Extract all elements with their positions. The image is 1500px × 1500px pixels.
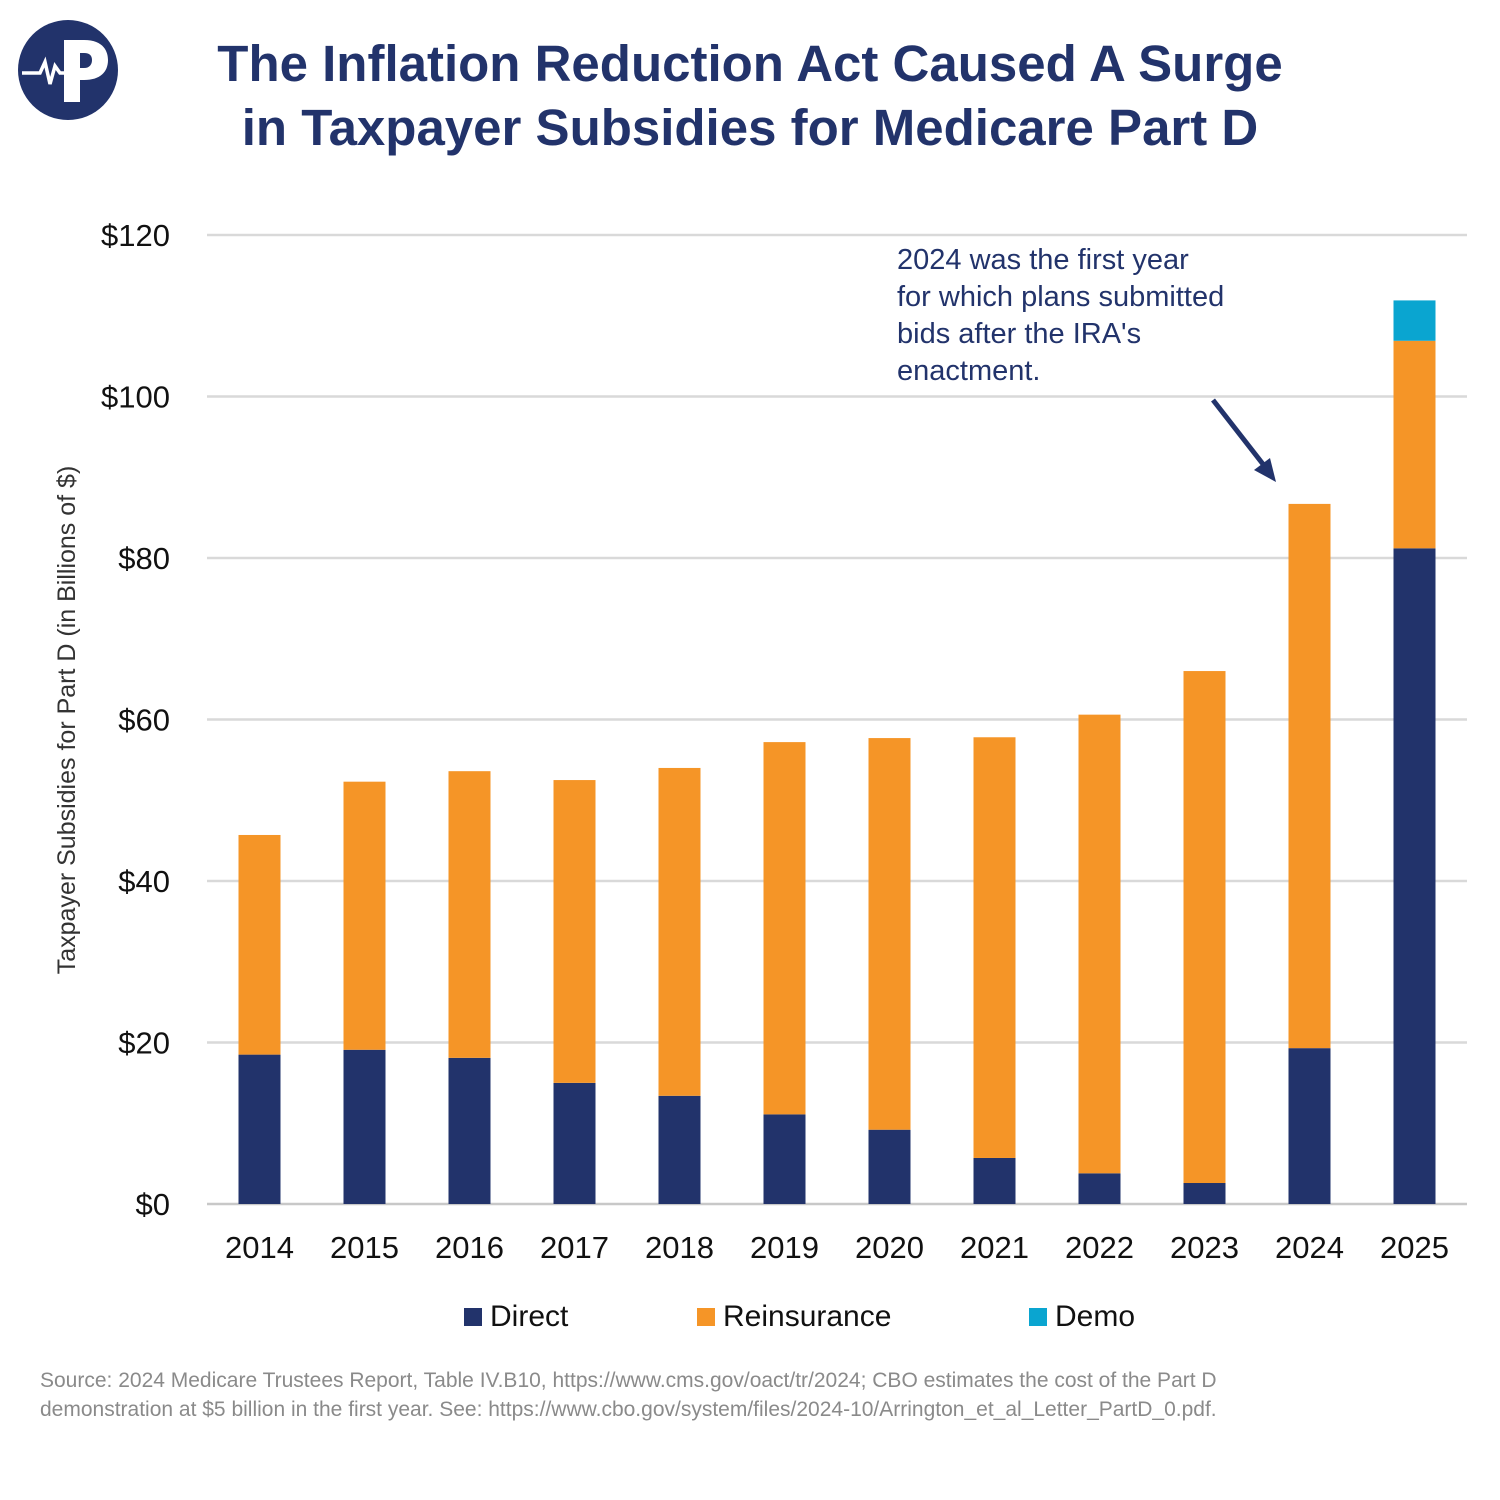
title-line-2: in Taxpayer Subsidies for Medicare Part …	[241, 99, 1259, 156]
annotation-arrow	[1211, 398, 1268, 470]
legend-swatch-direct	[464, 1308, 482, 1326]
y-tick-label: $60	[118, 703, 170, 738]
x-tick-label: 2019	[750, 1230, 819, 1265]
x-tick-label: 2017	[540, 1230, 609, 1265]
y-tick-label: $120	[101, 218, 170, 253]
annotation: 2024 was the first year for which plans …	[897, 244, 1225, 387]
legend-item-demo: Demo	[1029, 1300, 1135, 1334]
bar-reinsurance-2020	[868, 738, 911, 1130]
bar-direct-2016	[448, 1057, 491, 1204]
bar-direct-2018	[658, 1095, 701, 1204]
bar-direct-2019	[763, 1114, 806, 1204]
x-tick-label: 2015	[330, 1230, 399, 1265]
bar-reinsurance-2015	[343, 781, 386, 1050]
legend-item-direct: Direct	[464, 1300, 568, 1334]
bar-direct-2020	[868, 1129, 911, 1204]
y-tick-label: $40	[118, 864, 170, 899]
bar-demo-2025	[1393, 300, 1436, 341]
bar-direct-2017	[553, 1082, 596, 1204]
bar-reinsurance-2022	[1078, 714, 1121, 1174]
title-line-1: The Inflation Reduction Act Caused A Sur…	[217, 35, 1283, 92]
legend-swatch-demo	[1029, 1308, 1047, 1326]
y-tick-label: $100	[101, 380, 170, 415]
x-tick-label: 2021	[960, 1230, 1029, 1265]
x-tick-label: 2025	[1380, 1230, 1449, 1265]
chart-title: The Inflation Reduction Act Caused A Sur…	[120, 32, 1380, 160]
bar-direct-2024	[1288, 1048, 1331, 1204]
y-tick-label: $20	[118, 1026, 170, 1061]
legend-item-reinsurance: Reinsurance	[697, 1300, 891, 1334]
y-tick-label: $0	[136, 1187, 170, 1222]
bar-reinsurance-2023	[1183, 671, 1226, 1184]
y-axis-label: Taxpayer Subsidies for Part D (in Billio…	[53, 466, 81, 975]
bar-direct-2022	[1078, 1173, 1121, 1204]
source-note: Source: 2024 Medicare Trustees Report, T…	[40, 1369, 1217, 1421]
bar-reinsurance-2014	[238, 834, 281, 1055]
bar-reinsurance-2016	[448, 771, 491, 1058]
logo	[18, 20, 118, 120]
bar-reinsurance-2018	[658, 767, 701, 1096]
x-tick-label: 2016	[435, 1230, 504, 1265]
bar-reinsurance-2025	[1393, 340, 1436, 549]
legend-label-demo: Demo	[1055, 1300, 1136, 1333]
legend: Direct Reinsurance Demo	[0, 1300, 1500, 1340]
legend-label-direct: Direct	[490, 1300, 569, 1333]
bar-direct-2015	[343, 1049, 386, 1204]
bar-reinsurance-2017	[553, 780, 596, 1083]
bar-direct-2021	[973, 1157, 1016, 1204]
annotation-arrowhead	[1254, 458, 1276, 482]
bar-direct-2014	[238, 1054, 281, 1204]
x-tick-label: 2018	[645, 1230, 714, 1265]
bar-reinsurance-2021	[973, 737, 1016, 1158]
bar-direct-2023	[1183, 1183, 1226, 1204]
y-tick-label: $80	[118, 541, 170, 576]
legend-label-reinsurance: Reinsurance	[723, 1300, 892, 1333]
bar-reinsurance-2024	[1288, 503, 1331, 1049]
chart: $0 $20 $40 $60 $80 $100 $120 Taxpayer Subsidies…	[53, 218, 1467, 1265]
x-tick-label: 2023	[1170, 1230, 1239, 1265]
x-tick-label: 2022	[1065, 1230, 1134, 1265]
legend-swatch-reinsurance	[697, 1308, 715, 1326]
x-tick-label: 2020	[855, 1230, 924, 1265]
bar-direct-2025	[1393, 548, 1436, 1204]
bar-reinsurance-2019	[763, 742, 806, 1115]
x-tick-label: 2024	[1275, 1230, 1344, 1265]
x-tick-label: 2014	[225, 1230, 294, 1265]
